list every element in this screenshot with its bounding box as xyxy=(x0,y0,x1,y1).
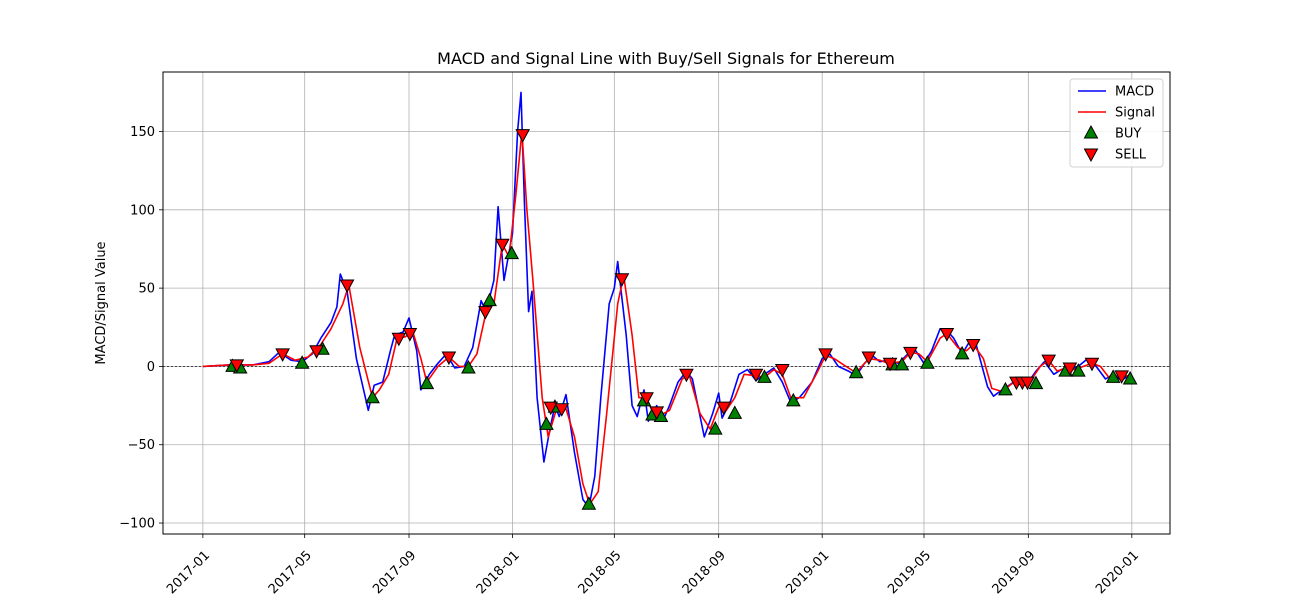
buy-marker xyxy=(848,364,864,379)
sell-marker xyxy=(649,406,665,420)
buy-marker xyxy=(1028,375,1044,390)
sell-marker xyxy=(1020,376,1035,391)
sell-marker xyxy=(939,328,955,342)
buy-marker xyxy=(727,405,743,419)
buy-marker xyxy=(954,345,970,360)
buy-marker xyxy=(707,421,723,435)
y-tick-label: 50 xyxy=(138,282,155,297)
buy-marker xyxy=(894,356,910,371)
sell-marker xyxy=(774,364,790,378)
sell-marker xyxy=(882,357,898,372)
y-axis: −100 −50 0 50 100 150 xyxy=(119,125,163,532)
sell-marker xyxy=(1114,370,1129,384)
y-tick-label: −50 xyxy=(128,438,155,453)
buy-marker xyxy=(1122,370,1138,385)
sell-marker xyxy=(515,129,531,143)
sell-marker xyxy=(229,359,245,373)
legend: MACD Signal BUY SELL xyxy=(1069,78,1164,168)
y-axis-label: MACD/Signal Value xyxy=(94,241,109,364)
y-tick-label: 100 xyxy=(130,203,155,218)
grid-lines xyxy=(163,72,1170,534)
buy-marker xyxy=(920,355,935,369)
sell-marker xyxy=(495,238,510,253)
sell-marker xyxy=(903,346,918,361)
sell-marker xyxy=(965,339,981,353)
sell-marker xyxy=(275,348,290,362)
sell-marker xyxy=(861,351,877,366)
legend-swatch-sell xyxy=(1083,148,1099,163)
legend-label-macd: MACD xyxy=(1115,85,1154,100)
buy-marker xyxy=(1071,363,1086,377)
y-tick-label: 0 xyxy=(147,360,155,375)
sell-marker xyxy=(1084,357,1100,372)
buy-marker xyxy=(581,496,597,510)
sell-marker xyxy=(639,392,654,406)
legend-label-sell: SELL xyxy=(1115,148,1147,163)
plot-frame xyxy=(162,71,1171,535)
sell-marker xyxy=(478,306,493,320)
sell-marker xyxy=(1041,354,1057,369)
buy-marker xyxy=(461,359,476,374)
signal-markers xyxy=(225,129,1138,510)
sell-marker xyxy=(818,348,833,362)
buy-marker xyxy=(757,369,772,383)
sell-marker xyxy=(402,328,418,342)
sell-marker xyxy=(543,401,559,416)
sell-marker xyxy=(679,368,694,383)
buy-marker xyxy=(419,375,435,390)
sell-marker xyxy=(441,351,457,366)
buy-marker xyxy=(365,389,380,404)
sell-marker xyxy=(716,401,732,416)
series-line-macd xyxy=(202,91,1131,509)
legend-box xyxy=(1069,78,1164,168)
sell-marker xyxy=(391,332,407,347)
sell-marker xyxy=(339,279,355,294)
sell-marker xyxy=(309,345,324,359)
buy-marker xyxy=(998,381,1013,396)
legend-label-buy: BUY xyxy=(1115,127,1141,142)
legend-label-signal: Signal xyxy=(1115,106,1155,121)
legend-swatch-buy xyxy=(1083,124,1099,139)
buy-marker xyxy=(294,355,310,369)
chart-title: MACD and Signal Line with Buy/Sell Signa… xyxy=(437,49,895,68)
sell-marker xyxy=(1062,362,1078,377)
buy-marker xyxy=(504,245,520,260)
sell-marker xyxy=(614,273,630,287)
buy-marker xyxy=(785,392,801,407)
buy-marker xyxy=(539,416,554,430)
buy-marker xyxy=(1105,369,1121,383)
sell-marker xyxy=(554,403,570,417)
y-tick-label: −100 xyxy=(119,517,155,532)
sell-marker xyxy=(748,368,764,383)
y-tick-label: 150 xyxy=(130,125,155,140)
buy-marker xyxy=(482,292,497,307)
